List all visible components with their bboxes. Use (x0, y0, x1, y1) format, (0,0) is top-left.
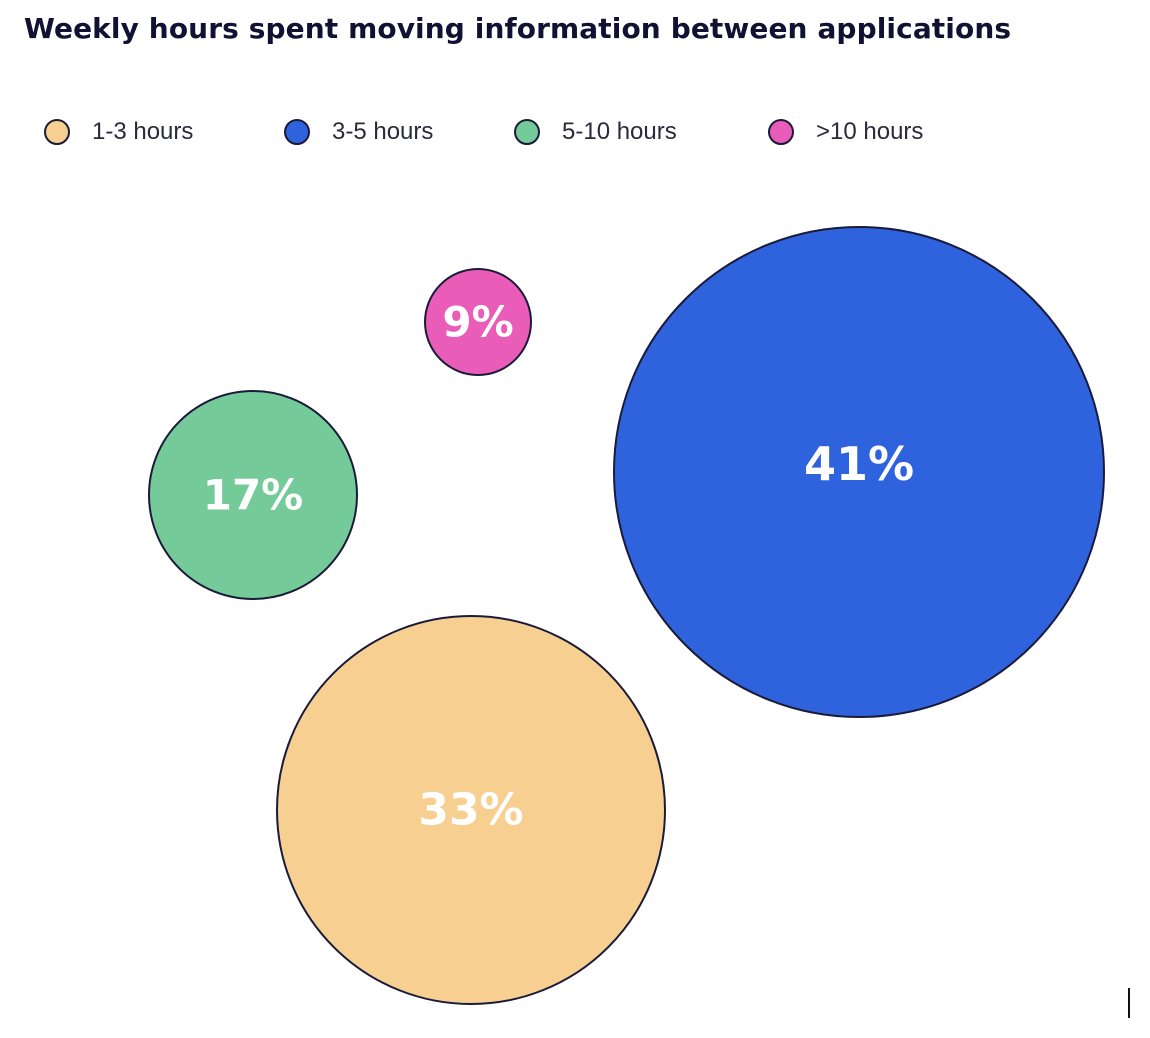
bubble-1-3-hours (276, 615, 666, 1005)
legend-item-5-10-hours: 5-10 hours (514, 110, 677, 154)
legend-label-5-10-hours: 5-10 hours (562, 118, 677, 145)
bubble-5-10-hours (148, 390, 358, 600)
legend-swatch-3-5-hours (284, 119, 310, 145)
text-cursor-mark (1128, 988, 1130, 1018)
chart-title: Weekly hours spent moving information be… (24, 12, 1012, 45)
bubble-label-1-3-hours: 33% (418, 785, 523, 836)
chart-legend: 1-3 hours 3-5 hours 5-10 hours >10 hours (0, 110, 1150, 154)
legend-label-over-10-hours: >10 hours (816, 118, 924, 145)
legend-swatch-over-10-hours (768, 119, 794, 145)
bubble-3-5-hours (613, 226, 1105, 718)
bubble-label-over-10-hours: 9% (442, 298, 513, 347)
legend-label-3-5-hours: 3-5 hours (332, 118, 434, 145)
bubble-label-3-5-hours: 41% (804, 437, 914, 491)
legend-label-1-3-hours: 1-3 hours (92, 118, 194, 145)
legend-item-3-5-hours: 3-5 hours (284, 110, 433, 154)
bubble-over-10-hours (424, 268, 532, 376)
legend-item-1-3-hours: 1-3 hours (44, 110, 193, 154)
legend-item-over-10-hours: >10 hours (768, 110, 923, 154)
legend-swatch-5-10-hours (514, 119, 540, 145)
legend-swatch-1-3-hours (44, 119, 70, 145)
bubble-label-5-10-hours: 17% (203, 471, 304, 520)
